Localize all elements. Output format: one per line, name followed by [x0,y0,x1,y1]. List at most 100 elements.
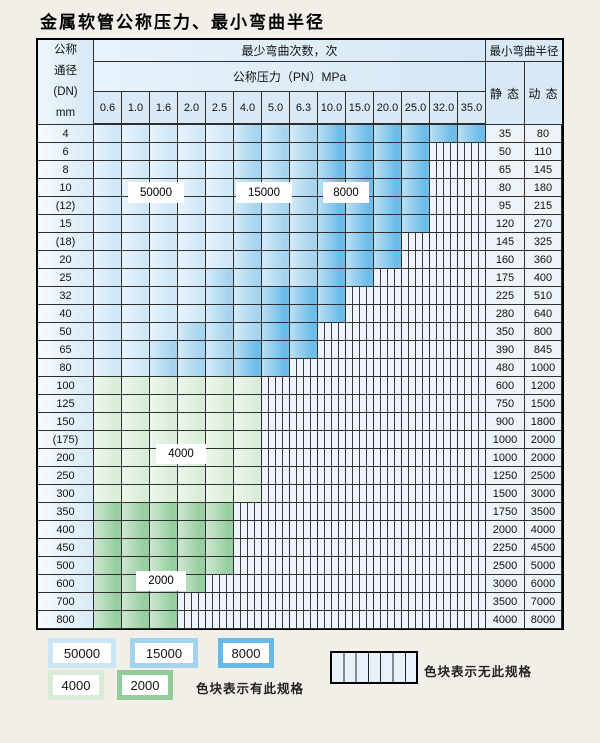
cycle-cell-15000 [234,143,262,161]
cycle-cell-8000 [318,125,346,143]
static-radius-value: 80 [486,179,525,197]
dynamic-radius-value: 80 [525,125,562,143]
no-spec-cell [402,539,430,557]
cycle-cell-2000 [94,575,122,593]
no-spec-cell [318,557,346,575]
zone-label-4000: 4000 [156,444,206,464]
no-spec-cell [374,521,402,539]
no-spec-cell [458,557,486,575]
cycle-cell-50000 [122,251,150,269]
cycle-cell-8000 [402,161,430,179]
cycle-cell-4000 [122,485,150,503]
no-spec-cell [430,323,458,341]
cycle-cell-15000 [234,287,262,305]
no-spec-cell [318,323,346,341]
cycle-cell-50000 [94,179,122,197]
cycle-cell-8000 [290,323,318,341]
cycle-cell-2000 [94,539,122,557]
no-spec-cell [430,449,458,467]
no-spec-cell [458,413,486,431]
cycle-cell-8000 [234,341,262,359]
no-spec-cell [346,449,374,467]
cycle-cell-2000 [150,593,178,611]
cycle-cell-4000 [94,431,122,449]
dynamic-radius-value: 400 [525,269,562,287]
no-spec-cell [458,575,486,593]
cycle-cell-2000 [122,557,150,575]
cycle-cell-15000 [290,143,318,161]
no-spec-cell [430,539,458,557]
cycle-cell-2000 [150,557,178,575]
no-spec-cell [346,431,374,449]
no-spec-cell [290,467,318,485]
dn-label: 80 [38,359,94,377]
no-spec-cell [430,359,458,377]
no-spec-cell [402,377,430,395]
no-spec-cell [430,305,458,323]
no-spec-cell [430,611,458,629]
cycle-cell-8000 [262,287,290,305]
cycle-cell-50000 [178,143,206,161]
no-spec-cell [402,503,430,521]
no-spec-cell [402,449,430,467]
static-radius-value: 750 [486,395,525,413]
cycle-cell-50000 [206,197,234,215]
dn-label: 10 [38,179,94,197]
cycle-cell-50000 [122,323,150,341]
no-spec-cell [374,593,402,611]
cycle-cell-50000 [94,323,122,341]
cycle-cell-15000 [150,359,178,377]
no-spec-cell [346,341,374,359]
cycle-cell-4000 [150,413,178,431]
no-spec-cell [346,611,374,629]
cycle-cell-8000 [290,305,318,323]
header-static: 静 态 [486,62,525,124]
static-radius-value: 65 [486,161,525,179]
no-spec-cell [430,287,458,305]
dn-label: (175) [38,431,94,449]
no-spec-cell [430,269,458,287]
header-pressure-value: 2.0 [178,92,206,124]
static-radius-value: 225 [486,287,525,305]
no-spec-cell [346,521,374,539]
no-spec-cell [290,521,318,539]
cycle-cell-4000 [234,413,262,431]
no-spec-cell [262,611,290,629]
cycle-cell-15000 [290,215,318,233]
no-spec-cell [374,485,402,503]
no-spec-cell [346,359,374,377]
cycle-cell-50000 [94,287,122,305]
cycle-cell-8000 [346,161,374,179]
dynamic-radius-value: 4000 [525,521,562,539]
no-spec-cell [290,377,318,395]
cycle-cell-2000 [94,557,122,575]
cycle-cell-8000 [374,161,402,179]
cycle-cell-8000 [346,269,374,287]
cycle-cell-15000 [150,341,178,359]
dynamic-radius-value: 180 [525,179,562,197]
dn-label: 700 [38,593,94,611]
cycle-cell-50000 [94,143,122,161]
dynamic-radius-value: 4500 [525,539,562,557]
no-spec-cell [374,323,402,341]
cycle-cell-50000 [122,359,150,377]
cycle-cell-15000 [178,359,206,377]
no-spec-cell [374,611,402,629]
no-spec-cell [346,539,374,557]
cycle-cell-4000 [178,395,206,413]
cycle-cell-15000 [262,161,290,179]
cycle-cell-50000 [122,305,150,323]
header-pressure-value: 32.0 [430,92,458,124]
cycle-cell-8000 [346,125,374,143]
cycle-cell-4000 [94,449,122,467]
no-spec-cell [430,233,458,251]
no-spec-cell [458,503,486,521]
cycle-cell-4000 [94,467,122,485]
cycle-cell-50000 [94,125,122,143]
cycle-cell-50000 [150,233,178,251]
header-pressure-value: 0.6 [94,92,122,124]
dynamic-radius-value: 215 [525,197,562,215]
cycle-cell-15000 [234,323,262,341]
no-spec-cell [430,521,458,539]
cycle-cell-50000 [206,161,234,179]
